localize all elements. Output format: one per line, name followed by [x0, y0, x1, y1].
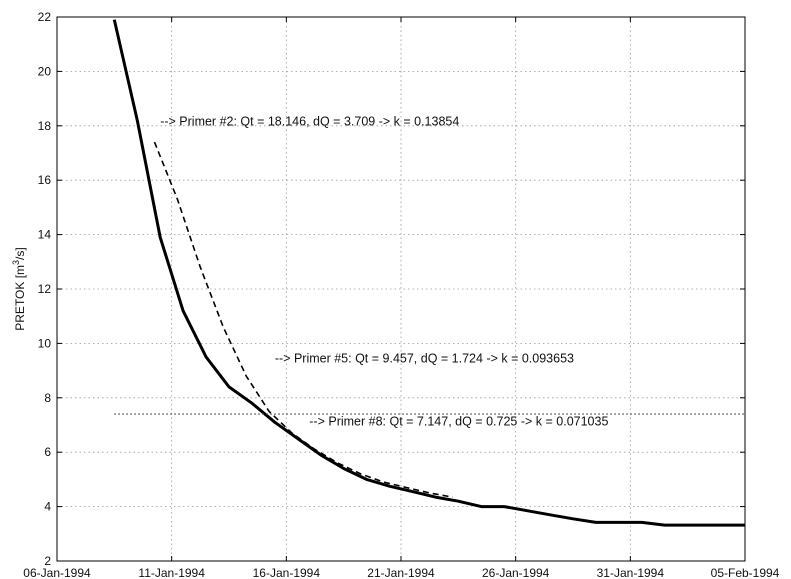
annotation-text: --> Primer #2: Qt = 18.146, dQ = 3.709 -… — [160, 115, 459, 129]
x-tick-label: 05-Feb-1994 — [711, 566, 780, 579]
annotation-text: --> Primer #8: Qt = 7.147, dQ = 0.725 ->… — [309, 415, 608, 429]
y-tick-label: 4 — [44, 500, 51, 514]
y-axis-label-sup: 3 — [11, 260, 21, 265]
y-tick-label: 16 — [38, 173, 52, 187]
y-axis-label-main: PRETOK [m — [13, 265, 27, 331]
y-tick-label: 6 — [44, 445, 51, 459]
series-line-solid — [112, 19, 745, 527]
y-tick-label: 14 — [38, 228, 52, 242]
annotation-text: --> Primer #5: Qt = 9.457, dQ = 1.724 ->… — [275, 351, 574, 365]
y-tick-label: 12 — [38, 282, 52, 296]
annotations: --> Primer #2: Qt = 18.146, dQ = 3.709 -… — [160, 115, 608, 429]
x-tick-label: 06-Jan-1994 — [23, 566, 91, 579]
axes — [56, 16, 746, 562]
y-tick-label: 20 — [38, 64, 52, 78]
x-tick-label: 26-Jan-1994 — [482, 566, 550, 579]
y-axis-label: PRETOK [m3/s] — [11, 247, 27, 330]
series-group — [112, 19, 745, 527]
y-tick-label: 2 — [44, 554, 51, 568]
grid — [57, 17, 745, 561]
x-tick-label: 31-Jan-1994 — [597, 566, 665, 579]
x-tick-label: 16-Jan-1994 — [253, 566, 321, 579]
x-tick-label: 21-Jan-1994 — [367, 566, 435, 579]
y-tick-label: 10 — [38, 336, 52, 350]
y-tick-label: 18 — [38, 119, 52, 133]
y-tick-label: 22 — [38, 10, 52, 24]
y-tick-label: 8 — [44, 391, 51, 405]
y-axis-label-unit: /s] — [13, 247, 27, 260]
tick-labels: 06-Jan-1994 11-Jan-1994 16-Jan-1994 21-Jan-… — [23, 10, 779, 579]
x-tick-label: 11-Jan-1994 — [138, 566, 205, 579]
series-line-dashed — [153, 141, 453, 498]
